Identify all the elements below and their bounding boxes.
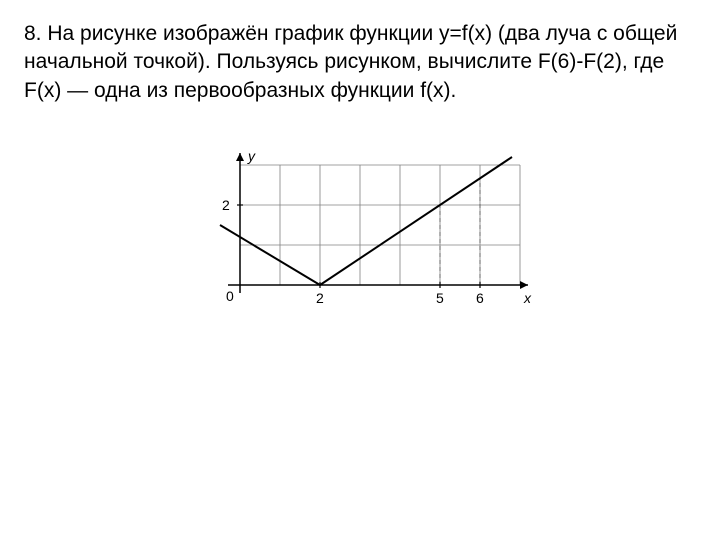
svg-text:2: 2: [222, 197, 230, 213]
function-graph: 0 y x 2 2 5 6: [180, 145, 540, 345]
svg-text:0: 0: [226, 288, 234, 304]
svg-text:2: 2: [316, 290, 324, 306]
svg-text:y: y: [247, 148, 256, 164]
svg-text:5: 5: [436, 290, 444, 306]
problem-statement: 8. На рисунке изображён график функции y…: [24, 20, 696, 105]
svg-text:x: x: [523, 290, 532, 306]
chart-wrapper: 0 y x 2 2 5 6: [24, 145, 696, 345]
svg-text:6: 6: [476, 290, 484, 306]
